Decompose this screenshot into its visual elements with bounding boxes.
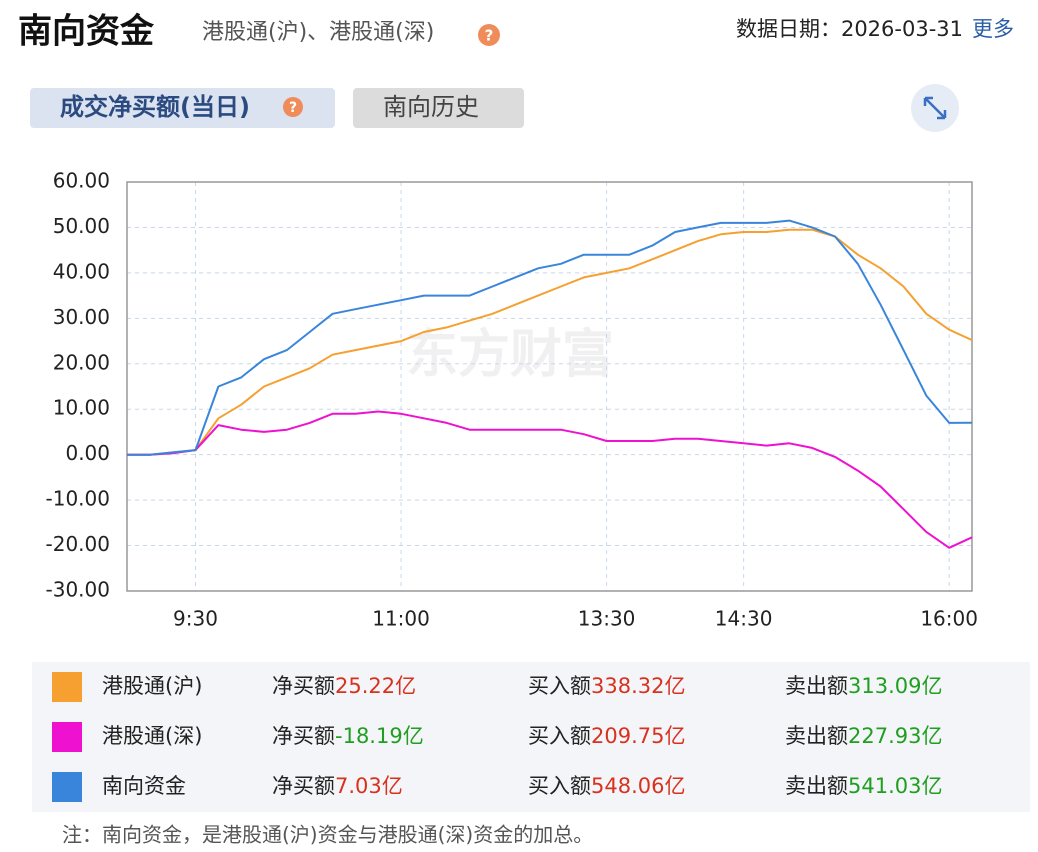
help-mark: ? bbox=[289, 100, 297, 116]
expand-button[interactable] bbox=[911, 84, 959, 132]
x-tick-label: 16:00 bbox=[920, 607, 978, 631]
net-amount: 净买额7.03亿 bbox=[272, 774, 403, 798]
net-label: 净买额 bbox=[272, 774, 335, 798]
x-tick-label: 11:00 bbox=[372, 607, 430, 631]
y-tick-label: -10.00 bbox=[46, 487, 110, 511]
sell-amount: 卖出额313.09亿 bbox=[785, 674, 942, 698]
sell-label: 卖出额 bbox=[785, 774, 848, 798]
y-tick-label: 10.00 bbox=[53, 396, 110, 420]
sell-amount: 卖出额541.03亿 bbox=[785, 774, 942, 798]
net-amount: 净买额25.22亿 bbox=[272, 674, 416, 698]
legend-label: 港股通(沪) bbox=[102, 674, 202, 698]
buy-label: 买入额 bbox=[528, 724, 591, 748]
series-line bbox=[127, 219, 973, 456]
y-tick-label: 30.00 bbox=[53, 305, 110, 329]
tab[interactable] bbox=[353, 88, 524, 128]
net-value: 25.22亿 bbox=[335, 674, 416, 698]
more-link[interactable]: 更多 bbox=[972, 17, 1014, 41]
sell-amount: 卖出额227.93亿 bbox=[785, 724, 942, 748]
tab-label: 成交净买额(当日) bbox=[60, 93, 250, 121]
y-tick-label: 20.00 bbox=[53, 350, 110, 374]
sell-value: 541.03亿 bbox=[848, 774, 942, 798]
y-tick-label: 0.00 bbox=[65, 441, 110, 465]
sell-label: 卖出额 bbox=[785, 674, 848, 698]
x-tick-label: 14:30 bbox=[715, 607, 773, 631]
legend-label: 港股通(深) bbox=[102, 724, 202, 748]
buy-amount: 买入额338.32亿 bbox=[528, 674, 685, 698]
net-label: 净买额 bbox=[272, 674, 335, 698]
net-label: 净买额 bbox=[272, 724, 335, 748]
buy-value: 548.06亿 bbox=[591, 774, 685, 798]
sell-label: 卖出额 bbox=[785, 724, 848, 748]
legend-swatch bbox=[52, 672, 82, 702]
sell-value: 227.93亿 bbox=[848, 724, 942, 748]
x-tick-label: 9:30 bbox=[173, 607, 218, 631]
legend-label: 南向资金 bbox=[102, 774, 186, 798]
tab-label: 南向历史 bbox=[383, 93, 479, 121]
sell-value: 313.09亿 bbox=[848, 674, 942, 698]
y-tick-label: -30.00 bbox=[46, 578, 110, 602]
y-tick-label: 50.00 bbox=[53, 214, 110, 238]
y-tick-label: 60.00 bbox=[53, 169, 110, 193]
buy-amount: 买入额548.06亿 bbox=[528, 774, 685, 798]
buy-amount: 买入额209.75亿 bbox=[528, 724, 685, 748]
legend-panel bbox=[32, 662, 1030, 812]
help-icon[interactable] bbox=[478, 24, 500, 46]
help-mark: ? bbox=[485, 27, 494, 45]
plot-border bbox=[126, 181, 973, 592]
subtitle: 港股通(沪)、港股通(深) bbox=[202, 20, 434, 45]
y-tick-label: -20.00 bbox=[46, 532, 110, 556]
y-tick-label: 40.00 bbox=[53, 259, 110, 283]
buy-label: 买入额 bbox=[528, 674, 591, 698]
title: 南向资金 bbox=[18, 12, 155, 52]
tab-active[interactable] bbox=[30, 88, 335, 128]
net-value: 7.03亿 bbox=[335, 774, 403, 798]
x-tick-label: 13:30 bbox=[578, 607, 636, 631]
date-label: 数据日期：2026-03-31 bbox=[736, 17, 963, 41]
series-line bbox=[127, 410, 973, 549]
watermark: 东方财富 bbox=[406, 325, 614, 385]
buy-value: 209.75亿 bbox=[591, 724, 685, 748]
net-value: -18.19亿 bbox=[335, 724, 424, 748]
buy-label: 买入额 bbox=[528, 774, 591, 798]
buy-value: 338.32亿 bbox=[591, 674, 685, 698]
help-icon[interactable] bbox=[283, 97, 303, 117]
net-amount: 净买额-18.19亿 bbox=[272, 724, 424, 748]
legend-swatch bbox=[52, 772, 82, 802]
legend-swatch bbox=[52, 722, 82, 752]
note: 注：南向资金，是港股通(沪)资金与港股通(深)资金的加总。 bbox=[62, 823, 593, 847]
